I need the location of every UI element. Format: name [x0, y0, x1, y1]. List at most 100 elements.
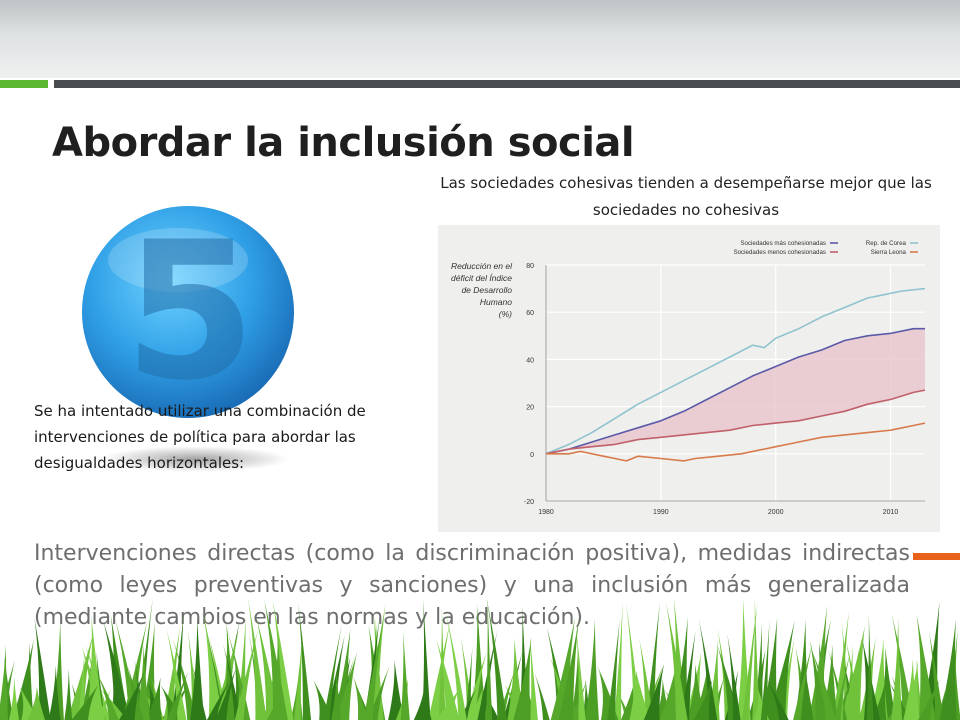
grass-blade: [891, 613, 914, 720]
grass-blade: [190, 617, 205, 720]
grass-blade: [145, 677, 162, 720]
grass-blade: [891, 617, 903, 720]
grass-blade: [272, 600, 294, 720]
grass-blade: [263, 657, 278, 720]
grass-blade: [331, 671, 342, 720]
grass-blade: [693, 679, 713, 720]
grass-blade: [841, 625, 866, 720]
grass-blade: [234, 628, 259, 720]
series-line-sierra-leona: [546, 422, 926, 462]
grass-blade: [294, 631, 303, 720]
badge-highlight: [108, 228, 248, 292]
grass-blade: [871, 678, 887, 720]
accent-bar-green: [0, 80, 48, 88]
grass-blade: [298, 603, 312, 720]
body-text: Intervenciones directas (como la discrim…: [34, 541, 910, 630]
grass-blade: [78, 650, 85, 720]
grass-blade: [135, 644, 150, 720]
badge-number: 5: [124, 202, 256, 422]
grass-blade: [698, 619, 718, 720]
chart-panel: -20 0 20 40 60 80 1980 1990 2000 2010 Reducción e…: [438, 225, 940, 532]
badge-circle: [82, 206, 294, 418]
grass-blade: [166, 628, 187, 720]
grass-blade: [576, 627, 586, 720]
grass-blade: [400, 630, 410, 720]
grass-blade: [665, 602, 688, 720]
x-tick-label: 1990: [653, 509, 669, 516]
grass-blade: [629, 682, 636, 720]
grass-blade: [659, 656, 679, 720]
grass-blade: [639, 638, 654, 720]
grass-blade: [794, 619, 809, 720]
grass-blade: [163, 626, 181, 720]
grass-blade: [766, 679, 789, 720]
grass-blade: [645, 601, 660, 720]
y-tick-label: 20: [526, 405, 534, 412]
grass-blade: [742, 602, 758, 720]
grass-blade: [534, 672, 550, 720]
grass-blade: [103, 620, 131, 720]
grass-blade: [643, 664, 664, 720]
chart-axes: -20 0 20 40 60 80 1980 1990 2000 2010: [524, 263, 925, 516]
grass-blade: [335, 651, 358, 720]
grass-blade: [866, 613, 874, 720]
grass-blade: [916, 614, 936, 720]
accent-bar-gray: [54, 80, 960, 88]
grass-blade: [353, 675, 369, 720]
grass-blade: [834, 649, 851, 720]
accent-bar-orange: [913, 553, 960, 560]
grass-blade: [413, 682, 432, 720]
grass-blade: [809, 639, 828, 720]
grass-blade: [435, 688, 460, 720]
grass-blade: [672, 616, 688, 720]
grass-blade: [363, 614, 385, 720]
y-tick-label: 80: [526, 263, 534, 270]
grass-blade: [166, 671, 189, 720]
side-text: Se ha intentado utilizar una combinación…: [34, 402, 366, 472]
grass-blade: [388, 660, 404, 720]
grass-blade: [485, 600, 493, 720]
grass-blade: [86, 616, 104, 720]
grass-blade: [760, 620, 770, 720]
grass-blade: [768, 619, 795, 720]
chart-lines: [545, 287, 926, 462]
grass-blade: [215, 668, 236, 720]
slide-title: Abordar la inclusión social: [52, 120, 635, 166]
grass-blade: [707, 639, 720, 720]
grass-blade: [550, 616, 576, 720]
grass-blade: [34, 617, 51, 720]
grass-blade: [445, 612, 467, 720]
grass-blade: [71, 684, 99, 720]
grass-blade: [136, 600, 153, 720]
series-line-rep-de-corea: [545, 287, 926, 455]
legend-label: Sociedades menos cohesionadas: [733, 249, 826, 256]
grass-blade: [9, 677, 19, 720]
grass-blade: [928, 630, 944, 720]
y-tick-label: 40: [526, 357, 534, 364]
grass-blade: [939, 619, 957, 720]
y-axis-label: Reducción en el déficit del Índice de Desa…: [451, 261, 513, 319]
grass-blade: [777, 636, 795, 720]
series-line-sociedades-mas-cohesionadas: [545, 327, 925, 455]
grass-blade: [48, 665, 61, 720]
chart-caption: Las sociedades cohesivas tienden a desem…: [440, 174, 932, 219]
legend-label: Rep. de Corea: [866, 240, 907, 247]
grass-blade: [513, 637, 532, 720]
grass-blade: [918, 680, 940, 720]
x-tick-label: 2010: [883, 509, 899, 516]
grass-blade: [849, 626, 865, 720]
grass-blade: [264, 600, 288, 720]
grass-blade: [206, 678, 231, 720]
grass-blade: [193, 666, 207, 720]
grass-blade: [223, 644, 242, 720]
grass-blade: [529, 636, 538, 720]
grass-blade: [727, 633, 741, 720]
chart-legend: Sociedades más cohesionadas Sociedades me…: [733, 240, 918, 256]
badge-shadow: [100, 446, 290, 472]
grass-blade: [271, 631, 285, 720]
grass-blade: [203, 615, 223, 720]
grass-blade: [96, 672, 119, 720]
grass-blade: [428, 619, 451, 720]
grass-blade: [27, 686, 45, 720]
number-badge: 5: [82, 202, 294, 422]
